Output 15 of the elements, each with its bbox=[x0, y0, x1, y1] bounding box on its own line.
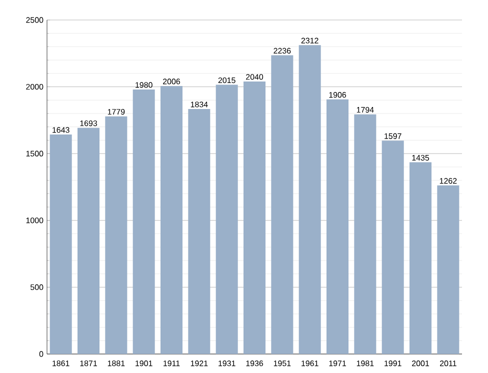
bar bbox=[78, 128, 100, 354]
bar bbox=[382, 140, 404, 354]
bar bbox=[105, 116, 128, 354]
bar bbox=[354, 114, 376, 354]
bar bbox=[188, 108, 210, 354]
bar bbox=[437, 185, 460, 354]
bar bbox=[271, 55, 294, 354]
bar bbox=[132, 89, 155, 354]
bar bbox=[298, 45, 321, 354]
bar bbox=[244, 81, 266, 354]
bar bbox=[160, 86, 183, 354]
bar bbox=[410, 162, 432, 354]
bar bbox=[50, 134, 72, 354]
bar bbox=[216, 84, 238, 354]
bar bbox=[326, 99, 349, 354]
